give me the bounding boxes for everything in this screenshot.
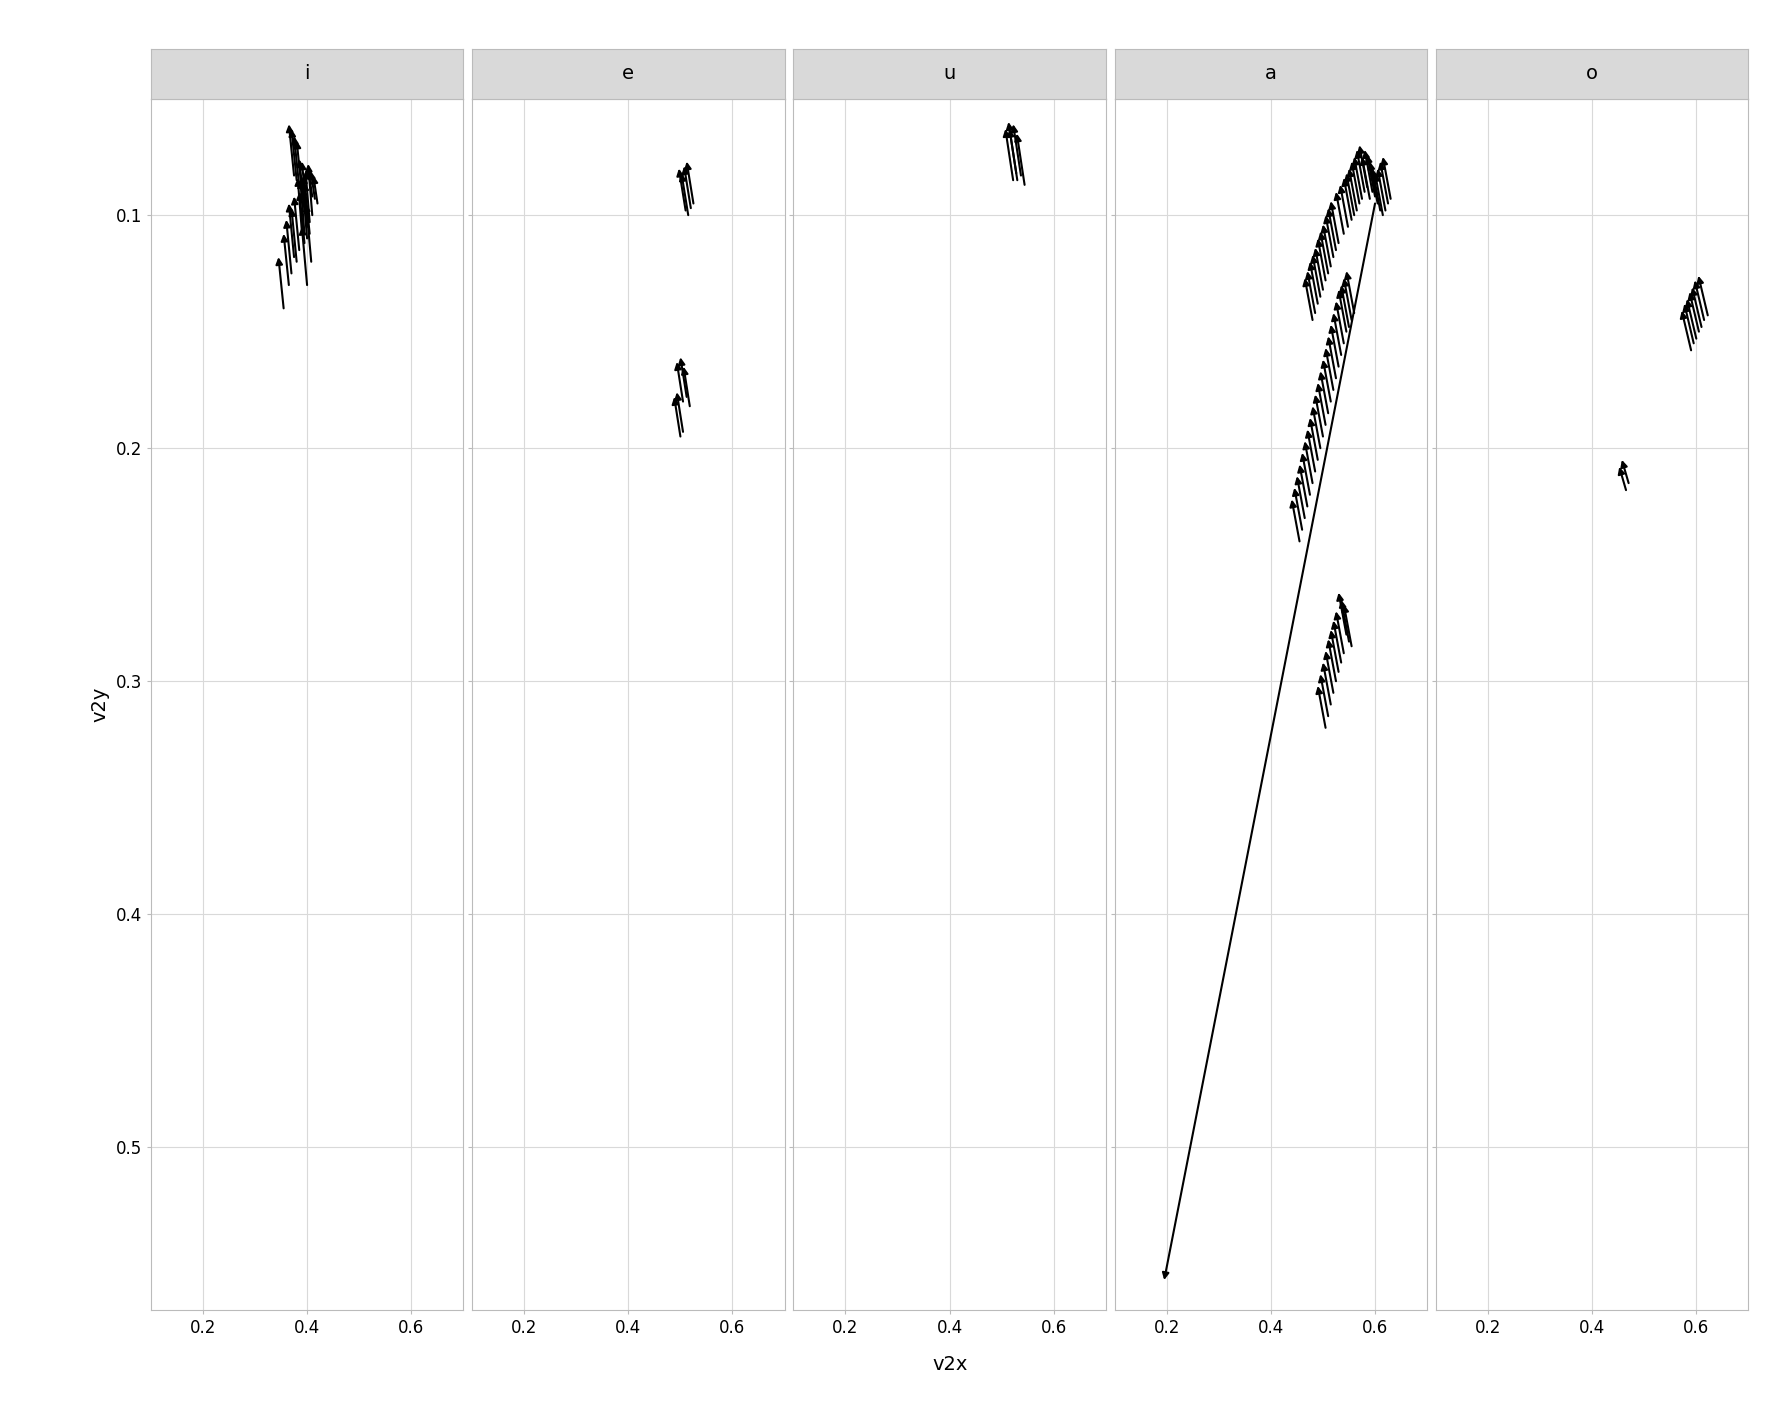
Text: v2x: v2x (932, 1355, 967, 1374)
Text: a: a (1266, 65, 1276, 83)
Text: e: e (623, 65, 634, 83)
Text: u: u (944, 65, 955, 83)
Text: o: o (1587, 65, 1598, 83)
Text: i: i (304, 65, 311, 83)
Y-axis label: v2y: v2y (91, 686, 110, 723)
